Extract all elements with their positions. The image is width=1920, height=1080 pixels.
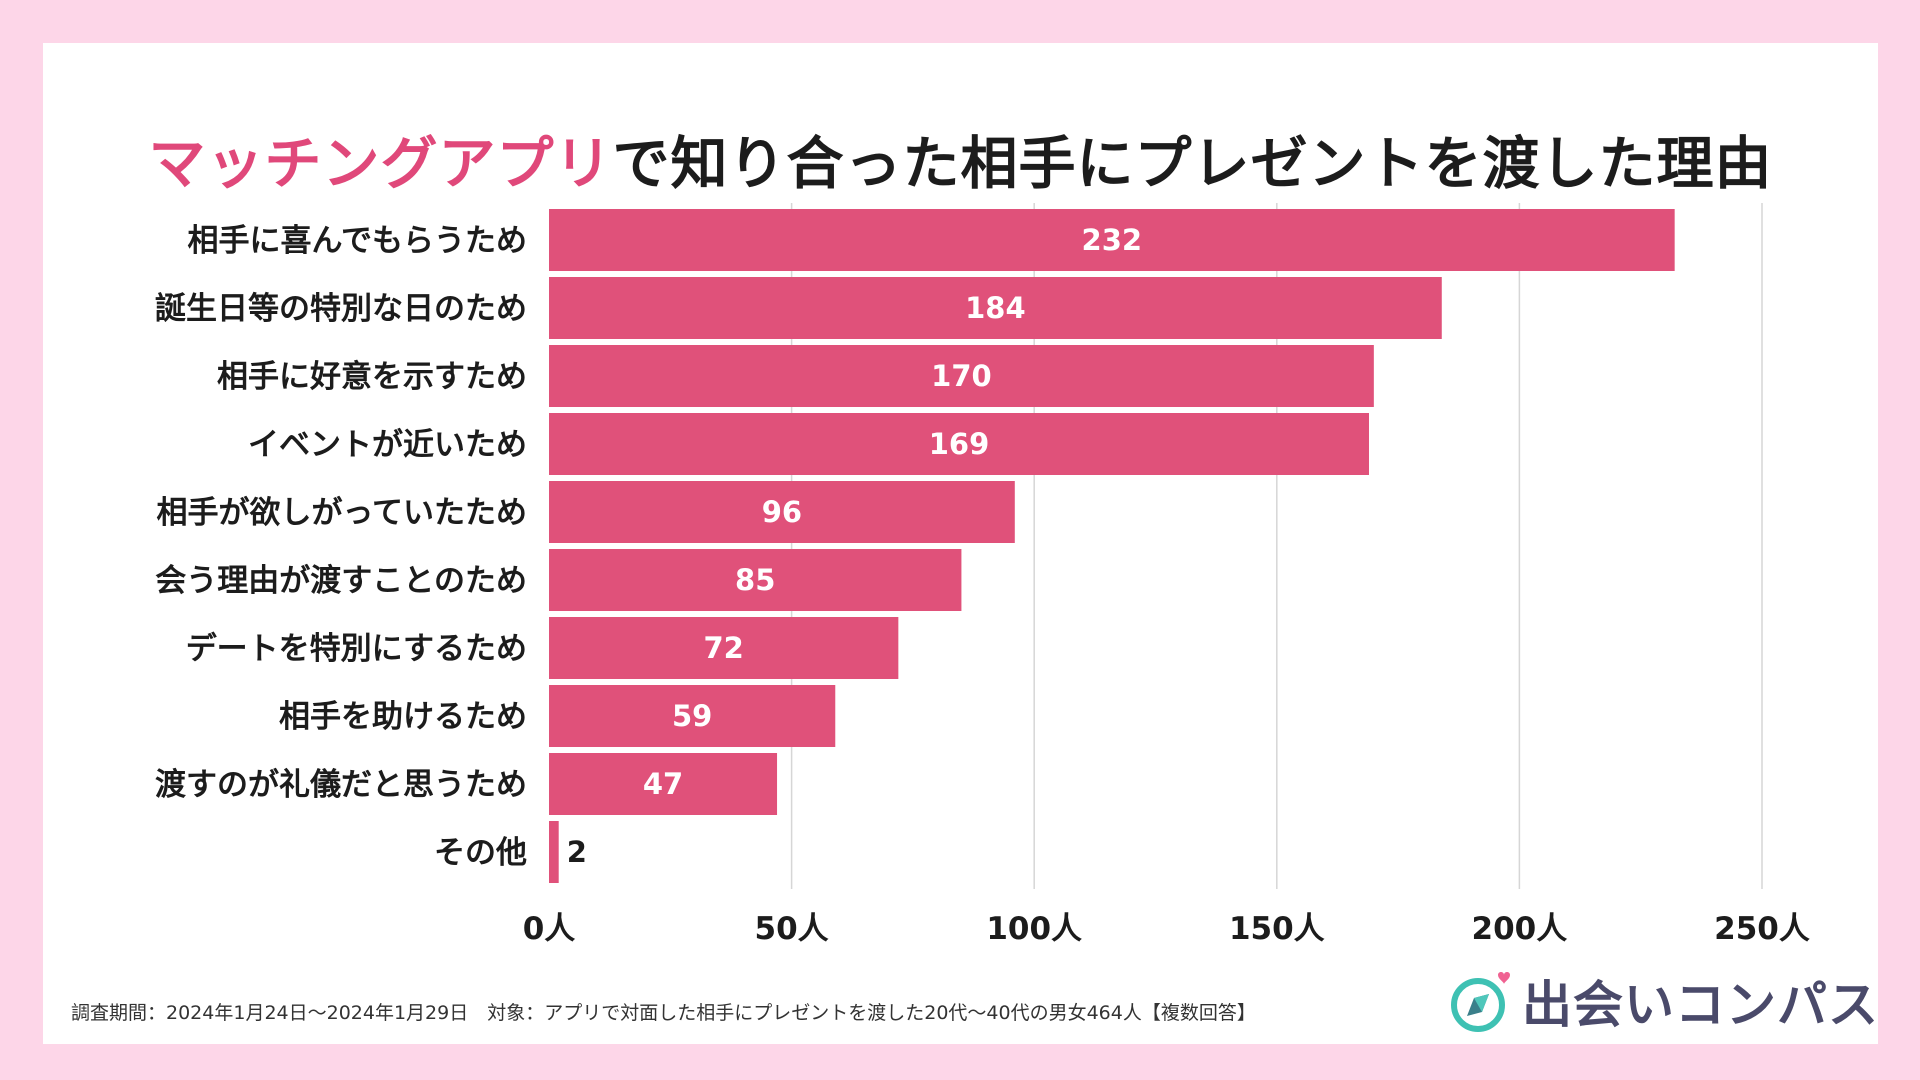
- bar: [549, 821, 559, 883]
- tick-label: 150人: [1229, 911, 1325, 943]
- bar: [549, 685, 836, 747]
- chart-card: マッチングアプリで知り合った相手にプレゼントを渡した理由 相手に喜んでもらうため…: [43, 43, 1878, 1044]
- survey-note: 調査期間：2024年1月24日〜2024年1月29日 対象：アプリで対面した相手…: [71, 1002, 1256, 1024]
- data-label: 59: [672, 699, 712, 733]
- tick-label: 200人: [1472, 911, 1568, 943]
- data-label: 169: [929, 427, 990, 461]
- tick-label: 100人: [986, 911, 1082, 943]
- bar: [549, 277, 1442, 339]
- data-label: 232: [1082, 223, 1143, 257]
- data-label: 72: [703, 631, 743, 665]
- tick-label: 250人: [1714, 911, 1810, 943]
- bar: [549, 345, 1374, 407]
- data-label: 170: [931, 359, 992, 393]
- brand-logo: 出会いコンパス: [1448, 965, 1879, 1037]
- category-label: 会う理由が渡すことのため: [155, 563, 527, 599]
- category-label: 相手を助けるため: [279, 699, 527, 735]
- category-label: 相手に好意を示すため: [217, 359, 527, 395]
- category-label: イベントが近いため: [248, 427, 527, 463]
- category-label: デートを特別にするため: [186, 631, 527, 667]
- bar: [549, 617, 899, 679]
- bar: [549, 209, 1675, 271]
- category-label: その他: [434, 835, 527, 871]
- category-label: 相手が欲しがっていたため: [157, 495, 527, 531]
- data-label: 85: [735, 563, 775, 597]
- bar: [549, 549, 962, 611]
- title-rest: で知り合った相手にプレゼントを渡した理由: [612, 131, 1773, 197]
- bar-chart: 相手に喜んでもらうため 232 誕生日等の特別な日のため 184 相手に好意を示すため 1…: [155, 203, 1810, 943]
- chart-title: マッチングアプリで知り合った相手にプレゼントを渡した理由: [43, 118, 1878, 200]
- data-label: 2: [567, 835, 587, 869]
- tick-label: 0人: [523, 911, 576, 943]
- category-label: 渡すのが礼儀だと思うため: [155, 767, 527, 803]
- bar: [549, 753, 778, 815]
- category-label: 相手に喜んでもらうため: [188, 223, 527, 259]
- compass-heart-icon: [1451, 972, 1510, 1032]
- tick-label: 50人: [755, 911, 829, 943]
- data-label: 184: [965, 291, 1026, 325]
- data-label: 47: [643, 767, 683, 801]
- logo-text: 出会いコンパス: [1522, 976, 1879, 1034]
- bar: [549, 413, 1369, 475]
- title-highlight: マッチングアプリ: [148, 131, 613, 197]
- category-label: 誕生日等の特別な日のため: [155, 291, 527, 327]
- bar: [549, 481, 1015, 543]
- data-label: 96: [762, 495, 802, 529]
